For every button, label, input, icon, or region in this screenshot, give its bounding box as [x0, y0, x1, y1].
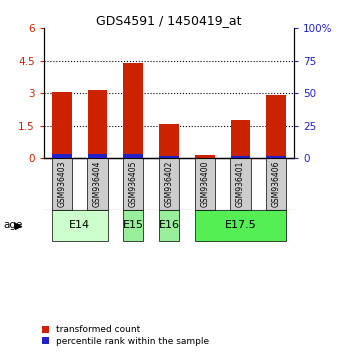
Bar — [159, 156, 179, 158]
Bar — [123, 63, 143, 158]
Bar — [88, 90, 107, 158]
Bar — [88, 154, 107, 158]
Text: GSM936406: GSM936406 — [272, 161, 281, 207]
Bar — [52, 158, 72, 210]
Text: GSM936401: GSM936401 — [236, 161, 245, 207]
Text: E16: E16 — [159, 221, 179, 230]
Bar — [159, 158, 179, 210]
Bar — [159, 210, 179, 241]
Bar — [266, 158, 286, 210]
Text: GSM936400: GSM936400 — [200, 161, 209, 207]
Text: GSM936403: GSM936403 — [57, 161, 66, 207]
Text: GSM936402: GSM936402 — [165, 161, 173, 207]
Bar — [159, 124, 179, 158]
Text: GSM936405: GSM936405 — [129, 161, 138, 207]
Bar — [123, 210, 143, 241]
Bar — [195, 158, 215, 210]
Bar — [52, 210, 108, 241]
Bar — [266, 156, 286, 158]
Text: E15: E15 — [123, 221, 144, 230]
Title: GDS4591 / 1450419_at: GDS4591 / 1450419_at — [96, 14, 242, 27]
Bar — [123, 158, 143, 210]
Bar — [52, 154, 72, 158]
Text: age: age — [3, 221, 23, 230]
Bar — [231, 156, 250, 158]
Bar — [123, 154, 143, 158]
Text: ▶: ▶ — [15, 221, 22, 230]
Bar — [87, 158, 108, 210]
Bar — [230, 158, 251, 210]
Bar — [195, 210, 286, 241]
Legend: transformed count, percentile rank within the sample: transformed count, percentile rank withi… — [42, 325, 209, 346]
Text: GSM936404: GSM936404 — [93, 161, 102, 207]
Bar — [195, 155, 215, 158]
Bar — [231, 120, 250, 158]
Bar — [266, 95, 286, 158]
Text: E17.5: E17.5 — [224, 221, 256, 230]
Text: E14: E14 — [69, 221, 90, 230]
Bar — [52, 92, 72, 158]
